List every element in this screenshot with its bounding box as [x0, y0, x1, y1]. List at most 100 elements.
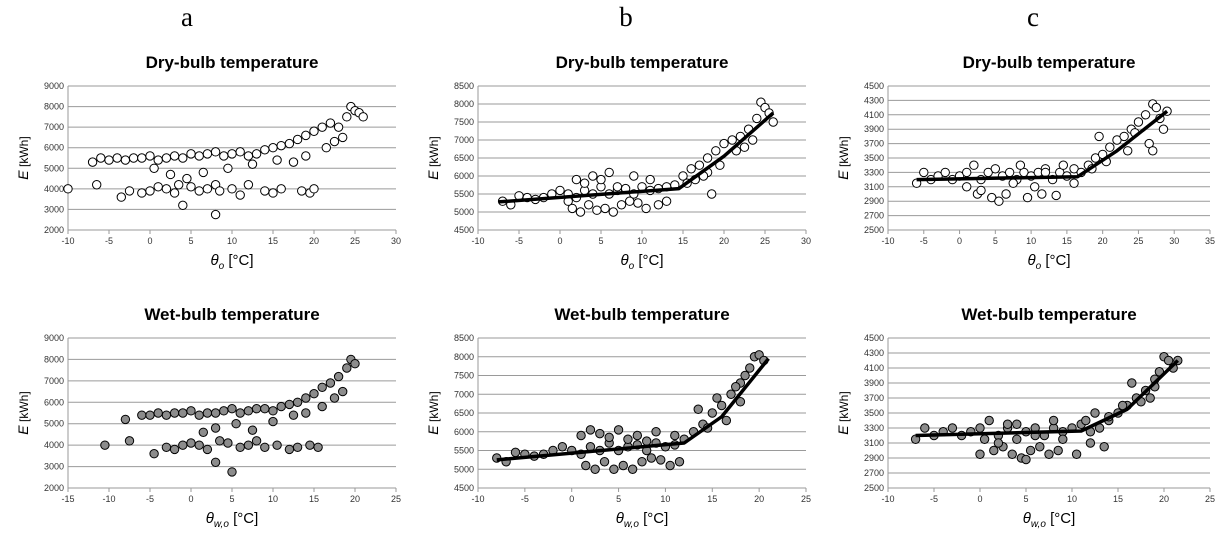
- data-point: [235, 442, 245, 452]
- x-tick-label: 20: [309, 236, 319, 246]
- y-tick-label: 5000: [44, 419, 64, 429]
- data-point: [186, 182, 196, 192]
- y-tick-label: 6000: [44, 143, 64, 153]
- y-tick-label: 7500: [454, 117, 474, 127]
- data-point: [178, 200, 188, 211]
- data-point: [219, 406, 229, 416]
- data-point: [260, 442, 270, 452]
- data-point: [235, 190, 245, 200]
- data-point: [674, 457, 685, 467]
- data-point: [161, 184, 172, 194]
- data-point: [268, 188, 278, 198]
- x-tick-label: 15: [1113, 494, 1123, 504]
- data-point: [584, 200, 594, 210]
- data-point: [1051, 190, 1061, 201]
- data-point: [1022, 192, 1033, 203]
- data-point: [585, 425, 596, 435]
- data-point: [87, 157, 98, 167]
- data-point: [1007, 449, 1017, 459]
- x-tick-label: -5: [105, 236, 113, 246]
- y-tick-label: 3300: [864, 167, 884, 177]
- data-point: [592, 205, 602, 215]
- chart-title: Wet-bulb temperature: [554, 305, 729, 324]
- x-tick-label: 10: [637, 236, 647, 246]
- data-point: [301, 151, 311, 161]
- data-point: [301, 408, 311, 418]
- data-point: [990, 164, 1001, 174]
- data-point: [317, 122, 327, 132]
- data-point: [962, 167, 972, 178]
- data-point: [247, 159, 258, 169]
- data-point: [182, 173, 192, 184]
- data-point: [169, 151, 180, 161]
- data-point: [579, 178, 590, 188]
- data-point: [1025, 445, 1036, 456]
- data-point: [1090, 408, 1100, 418]
- x-tick-label: -10: [102, 494, 115, 504]
- data-point: [243, 180, 254, 190]
- data-point: [920, 423, 930, 433]
- y-axis-label: E [kWh]: [835, 391, 851, 434]
- data-point: [124, 436, 135, 446]
- data-point: [1058, 160, 1069, 170]
- data-point: [1015, 160, 1026, 170]
- data-point: [1140, 110, 1151, 120]
- y-tick-label: 2000: [44, 483, 64, 493]
- data-point: [210, 457, 221, 467]
- data-point: [994, 196, 1004, 206]
- data-point: [616, 200, 627, 210]
- x-tick-label: 0: [977, 494, 982, 504]
- y-tick-label: 5000: [454, 464, 474, 474]
- data-point: [571, 174, 582, 185]
- data-point: [153, 155, 163, 165]
- fit-line: [496, 357, 770, 462]
- y-tick-label: 3700: [864, 139, 884, 149]
- data-point: [555, 185, 565, 196]
- data-point: [984, 415, 994, 426]
- data-point: [1001, 189, 1011, 199]
- x-tick-label: -5: [920, 236, 928, 246]
- data-point: [169, 188, 180, 198]
- y-tick-label: 7000: [44, 376, 64, 386]
- data-point: [590, 464, 600, 474]
- chart-b-dry: Dry-bulb temperature 4500 5000 5500 6000 6500…: [425, 53, 811, 272]
- data-point: [979, 434, 990, 444]
- y-tick-label: 3100: [864, 182, 884, 192]
- data-point: [194, 410, 204, 420]
- data-point: [1037, 189, 1047, 199]
- x-tick-label: 25: [1205, 494, 1215, 504]
- data-point: [567, 203, 578, 214]
- column-label-b: b: [619, 2, 633, 32]
- data-point: [740, 370, 750, 381]
- y-tick-label: 3500: [864, 408, 884, 418]
- y-tick-label: 7000: [454, 135, 474, 145]
- x-tick-label: 5: [993, 236, 998, 246]
- data-point: [612, 182, 623, 192]
- y-tick-label: 8500: [454, 81, 474, 91]
- data-point: [145, 410, 155, 420]
- y-tick-label: 2900: [864, 453, 884, 463]
- data-point: [161, 442, 172, 452]
- data-point: [575, 207, 586, 217]
- data-point: [235, 147, 245, 157]
- data-point: [604, 167, 614, 178]
- data-point: [149, 449, 159, 459]
- data-point: [153, 182, 163, 192]
- chart-b-wet: Wet-bulb temperature 4500 5000 5500 6000 6500…: [425, 305, 811, 530]
- data-point: [137, 153, 147, 163]
- data-point: [202, 184, 213, 194]
- y-tick-label: 7000: [44, 122, 64, 132]
- data-point: [613, 425, 624, 435]
- x-tick-label: 15: [678, 236, 688, 246]
- x-tick-label: 20: [1098, 236, 1108, 246]
- data-point: [202, 408, 213, 418]
- data-point: [169, 444, 180, 455]
- y-axis-label: E [kWh]: [835, 136, 851, 179]
- data-point: [1021, 454, 1031, 465]
- data-point: [975, 449, 985, 459]
- fit-line: [915, 359, 1180, 438]
- x-tick-label: 0: [188, 494, 193, 504]
- data-point: [284, 399, 295, 410]
- y-axis-label: E [kWh]: [425, 391, 441, 434]
- data-point: [748, 135, 758, 145]
